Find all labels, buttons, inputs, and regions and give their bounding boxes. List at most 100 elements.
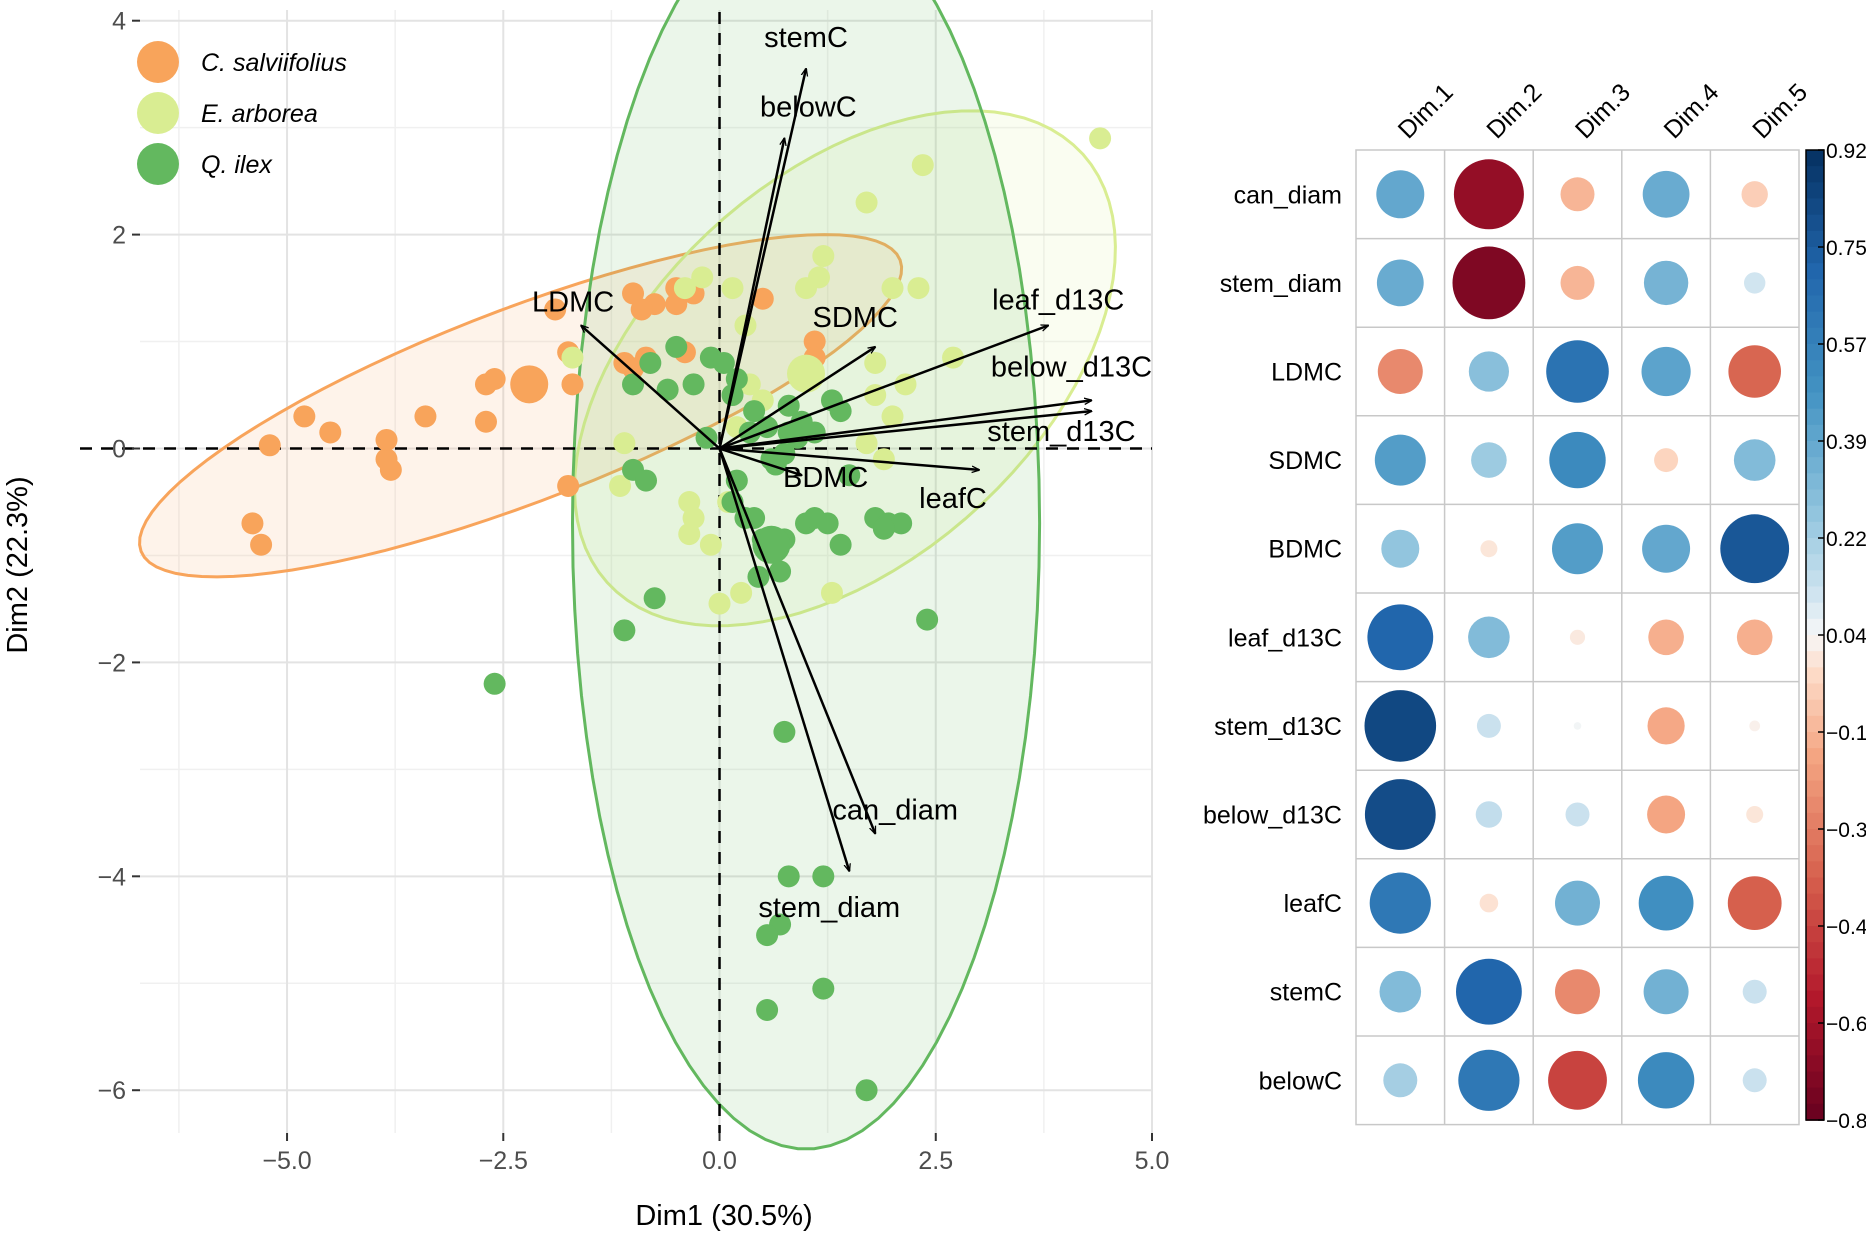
colorbar-segment xyxy=(1806,861,1824,879)
colorbar-segment xyxy=(1806,505,1824,523)
colorbar-segment xyxy=(1806,392,1824,410)
point-2 xyxy=(635,469,657,492)
colorbar-segment xyxy=(1806,699,1824,717)
colorbar-segment xyxy=(1806,667,1824,685)
corr-circle-LDMC-Dim.5 xyxy=(1728,345,1781,398)
colorbar-segment xyxy=(1806,327,1824,345)
point-2 xyxy=(769,560,792,583)
point-1 xyxy=(881,405,904,428)
colorbar-segment xyxy=(1806,214,1824,232)
point-1 xyxy=(855,432,878,455)
x-tick-label: −5.0 xyxy=(262,1147,311,1175)
corr-circle-below_d13C-Dim.2 xyxy=(1475,801,1503,828)
arrow-label-can_diam: can_diam xyxy=(832,795,958,827)
corr-circle-LDMC-Dim.2 xyxy=(1468,351,1509,392)
point-1 xyxy=(609,474,632,497)
point-2 xyxy=(725,367,748,390)
corr-circle-leafC-Dim.3 xyxy=(1555,880,1600,926)
corr-circle-stem_diam-Dim.2 xyxy=(1452,246,1526,320)
point-1 xyxy=(730,581,753,604)
point-1 xyxy=(1089,127,1112,150)
corr-circle-belowC-Dim.4 xyxy=(1637,1052,1695,1109)
ellipse-2 xyxy=(570,0,1042,1151)
point-0 xyxy=(258,434,281,457)
legend-swatch-2 xyxy=(137,143,179,185)
corr-circle-stemC-Dim.4 xyxy=(1643,969,1689,1015)
colorbar-segment xyxy=(1806,812,1824,830)
point-2 xyxy=(756,999,779,1022)
point-0 xyxy=(375,428,398,451)
group-ellipses xyxy=(138,0,1117,1151)
colorbar-segment xyxy=(1806,150,1824,167)
corr-circle-BDMC-Dim.2 xyxy=(1480,540,1498,558)
arrow-label-SDMC: SDMC xyxy=(813,302,898,334)
column-header: Dim.5 xyxy=(1747,78,1813,144)
colorbar-segment xyxy=(1806,715,1824,733)
point-1 xyxy=(911,154,934,177)
colorbar-segment xyxy=(1806,473,1824,491)
row-header: leaf_d13C xyxy=(1228,624,1342,652)
corr-circle-leaf_d13C-Dim.3 xyxy=(1569,629,1586,645)
point-1 xyxy=(699,533,722,556)
colorbar-segment xyxy=(1806,877,1824,895)
colorbar-segment xyxy=(1806,602,1824,620)
point-2 xyxy=(916,608,939,631)
point-1 xyxy=(678,523,701,546)
corr-circle-stem_d13C-Dim.3 xyxy=(1573,722,1582,730)
colorbar-label: −0.85 xyxy=(1826,1110,1866,1133)
corr-circle-BDMC-Dim.4 xyxy=(1642,524,1691,573)
point-0 xyxy=(665,293,688,316)
colorbar-segment xyxy=(1806,166,1824,184)
point-0 xyxy=(319,421,342,444)
point-0 xyxy=(622,282,645,305)
point-1 xyxy=(872,448,895,471)
corr-circle-LDMC-Dim.3 xyxy=(1546,340,1609,403)
corr-circle-stemC-Dim.1 xyxy=(1379,970,1422,1013)
arrow-BDMC xyxy=(719,447,802,476)
row-header: stem_diam xyxy=(1220,270,1342,298)
colorbar-segment xyxy=(1806,926,1824,943)
point-0 xyxy=(803,330,826,353)
corr-circle-can_diam-Dim.1 xyxy=(1376,170,1425,219)
row-header: stem_d13C xyxy=(1214,713,1342,741)
arrow-label-leafC: leafC xyxy=(919,483,987,515)
colorbar-label: 0.22 xyxy=(1826,528,1866,551)
colorbar: 0.92 0.75 0.57 0.39 0.22 0.04 −0.14 −0.32 −0.49 −… xyxy=(1805,140,1866,1133)
sample-points xyxy=(241,127,1112,1102)
colorbar-segment xyxy=(1806,635,1824,652)
y-tick-label: −2 xyxy=(97,649,126,677)
colorbar-segment xyxy=(1806,651,1824,669)
colorbar-segment xyxy=(1806,780,1824,798)
point-2 xyxy=(483,672,506,695)
colorbar-label: 0.04 xyxy=(1826,625,1866,648)
colorbar-label: 0.39 xyxy=(1826,431,1866,454)
corr-circle-below_d13C-Dim.5 xyxy=(1746,806,1764,823)
x-tick-label: 5.0 xyxy=(1135,1147,1170,1175)
corr-circle-SDMC-Dim.2 xyxy=(1471,442,1507,478)
colorbar-segment xyxy=(1806,586,1824,604)
colorbar-segment xyxy=(1806,311,1824,329)
y-tick-label: −6 xyxy=(97,1077,126,1105)
point-2 xyxy=(855,1079,878,1102)
point-2 xyxy=(613,619,636,642)
x-axis-label: Dim1 (30.5%) xyxy=(635,1200,812,1232)
corr-circle-stemC-Dim.3 xyxy=(1555,969,1600,1015)
colorbar-label: −0.67 xyxy=(1826,1013,1866,1036)
point-0 xyxy=(561,373,584,396)
point-1 xyxy=(613,432,636,455)
arrow-label-stemC: stemC xyxy=(764,22,848,54)
colorbar-segment xyxy=(1806,1006,1824,1024)
point-1 xyxy=(907,277,930,300)
ellipse-0 xyxy=(138,233,904,579)
corr-circle-can_diam-Dim.5 xyxy=(1741,181,1768,208)
point-0 xyxy=(557,474,580,497)
legend: C. salviifolius E. arborea Q. ilex xyxy=(137,41,347,185)
corr-circle-stemC-Dim.5 xyxy=(1742,979,1767,1004)
point-1 xyxy=(820,581,843,604)
colorbar-segment xyxy=(1806,893,1824,911)
x-tick-label: 2.5 xyxy=(918,1147,953,1175)
ellipse-1 xyxy=(572,109,1117,628)
point-1 xyxy=(855,191,878,214)
colorbar-segment xyxy=(1806,230,1824,248)
point-1 xyxy=(691,266,714,289)
